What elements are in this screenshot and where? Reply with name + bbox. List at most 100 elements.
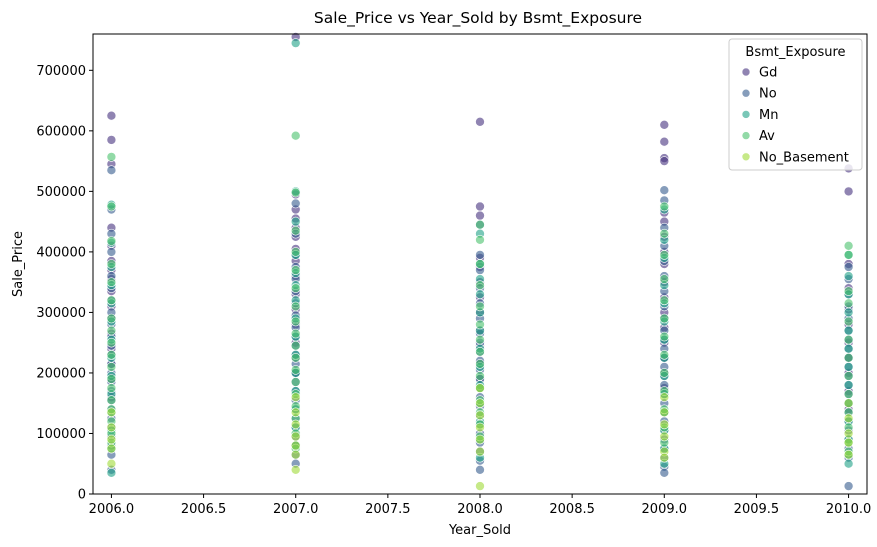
y-axis-label: Sale_Price <box>11 231 26 297</box>
scatter-point <box>106 152 117 162</box>
scatter-point <box>659 120 670 130</box>
scatter-point <box>290 283 301 294</box>
scatter-point <box>659 467 670 478</box>
scatter-point <box>843 398 854 409</box>
scatter-point <box>290 38 301 48</box>
x-tick-label: 2007.0 <box>273 502 319 517</box>
scatter-point <box>659 419 670 430</box>
x-tick-label: 2006.0 <box>89 502 135 517</box>
scatter-point <box>290 464 301 475</box>
legend-items: Gd No Mn Av No_Basement <box>741 66 849 165</box>
scatter-point <box>843 307 854 318</box>
chart-title: Sale_Price vs Year_Sold by Bsmt_Exposure <box>314 9 642 28</box>
scatter-point <box>843 298 854 309</box>
scatter-point <box>475 383 485 393</box>
scatter-point <box>475 117 485 127</box>
scatter-point <box>843 325 854 336</box>
y-tick-label: 400000 <box>36 245 86 260</box>
scatter-point <box>475 319 485 330</box>
scatter-point <box>659 349 670 360</box>
x-tick-label: 2010.0 <box>826 502 872 517</box>
scatter-point <box>843 389 854 399</box>
scatter-point <box>843 241 854 251</box>
scatter-point <box>290 247 301 257</box>
scatter-point <box>290 392 301 403</box>
scatter-point <box>106 110 117 121</box>
x-tick-label: 2009.5 <box>734 502 780 517</box>
legend-marker <box>741 152 751 162</box>
scatter-point <box>106 135 117 145</box>
y-tick-label: 0 <box>78 488 86 503</box>
scatter-point <box>475 464 485 475</box>
scatter-point <box>106 422 117 433</box>
scatter-point <box>843 380 854 390</box>
scatter-point <box>843 186 854 197</box>
scatter-point <box>843 286 854 297</box>
legend-label: No <box>759 87 777 102</box>
scatter-point <box>843 362 854 372</box>
y-axis: 0 100000 200000 300000 400000 500000 600000 700… <box>36 64 93 503</box>
scatter-point <box>659 274 670 284</box>
scatter-point <box>475 446 485 457</box>
legend-marker <box>741 110 751 119</box>
scatter-point <box>106 236 117 246</box>
scatter-point <box>659 407 670 418</box>
scatter-point <box>475 481 485 491</box>
y-tick-label: 300000 <box>36 306 86 321</box>
scatter-point <box>290 419 301 430</box>
scatter-point <box>843 352 854 363</box>
scatter-point <box>290 377 301 387</box>
scatter-point <box>475 434 485 445</box>
scatter-point <box>106 362 117 372</box>
scatter-point <box>659 313 670 324</box>
scatter-point <box>106 201 117 212</box>
scatter-point <box>475 422 485 433</box>
scatter-point <box>290 198 301 209</box>
scatter-point <box>843 449 854 460</box>
legend-label: Mn <box>759 108 778 123</box>
scatter-point <box>106 434 117 445</box>
scatter-point <box>659 156 670 166</box>
scatter-point <box>290 352 301 363</box>
scatter-point <box>843 262 854 272</box>
x-axis-label: Year_Sold <box>448 523 511 538</box>
legend-label: No_Basement <box>759 150 849 165</box>
legend: Bsmt_Exposure Gd No Mn Av No_Basement <box>728 38 863 171</box>
scatter-point <box>475 219 485 230</box>
scatter-point <box>106 325 117 336</box>
scatter-point <box>106 443 117 454</box>
scatter-point <box>106 337 117 348</box>
scatter-point <box>290 130 301 141</box>
scatter-point <box>290 265 301 275</box>
x-tick-label: 2007.5 <box>365 502 411 517</box>
scatter-point <box>475 371 485 381</box>
y-tick-label: 100000 <box>36 427 86 442</box>
x-tick-label: 2008.5 <box>549 502 595 517</box>
scatter-point <box>659 368 670 378</box>
y-tick-label: 600000 <box>36 124 86 139</box>
x-tick-label: 2006.5 <box>181 502 227 517</box>
scatter-point <box>106 395 117 406</box>
scatter-point <box>475 210 485 221</box>
legend-marker <box>741 67 751 77</box>
legend-title: Bsmt_Exposure <box>745 45 845 60</box>
scatter-point <box>290 440 301 451</box>
scatter-point <box>659 431 670 442</box>
scatter-point <box>659 136 670 147</box>
x-axis: 2006.0 2006.5 2007.0 2007.5 2008.0 2008.5 2009… <box>89 494 872 517</box>
scatter-point <box>290 365 301 375</box>
scatter-point <box>106 407 117 418</box>
scatter-point <box>106 259 117 269</box>
scatter-point <box>475 250 485 260</box>
scatter-point <box>106 247 117 257</box>
scatter-point <box>843 481 854 491</box>
scatter-point <box>659 185 670 195</box>
x-tick-label: 2009.0 <box>642 502 688 517</box>
scatter-point <box>106 277 117 288</box>
scatter-point <box>290 187 301 198</box>
scatter-point <box>659 452 670 463</box>
points-layer <box>106 32 854 491</box>
scatter-point <box>290 216 301 227</box>
scatter-point <box>843 413 854 424</box>
